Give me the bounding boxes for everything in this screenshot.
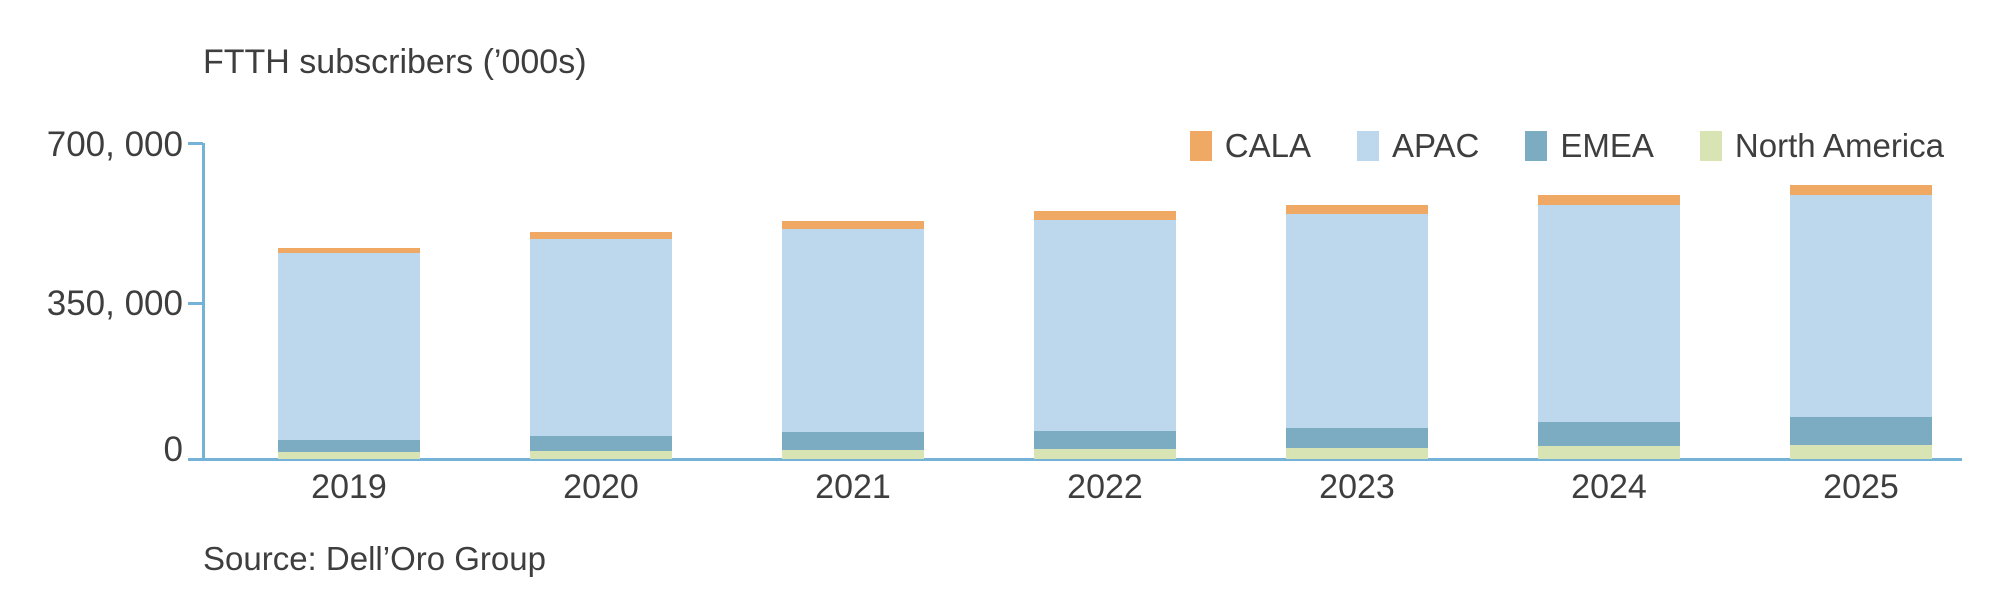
legend: CALA APAC EMEA North America <box>1189 127 1944 165</box>
bar-2021-segment-cala <box>782 220 924 229</box>
x-axis-label-2022: 2022 <box>1067 468 1143 506</box>
bar-2019-segment-north-america <box>278 452 420 459</box>
bar-2025 <box>1790 185 1932 459</box>
bar-2024-segment-north-america <box>1538 446 1680 459</box>
legend-swatch-north-america <box>1699 131 1722 161</box>
x-axis-label-2021: 2021 <box>815 468 891 506</box>
x-axis-label-2025: 2025 <box>1823 468 1899 506</box>
bar-2020-segment-apac <box>530 239 672 437</box>
legend-swatch-apac <box>1356 131 1379 161</box>
bar-2020-segment-cala <box>530 232 672 240</box>
bar-2021 <box>782 220 924 459</box>
bar-2022-segment-cala <box>1034 211 1176 221</box>
legend-swatch-emea <box>1525 131 1548 161</box>
legend-label: EMEA <box>1560 127 1654 164</box>
bar-2022 <box>1034 211 1176 459</box>
bar-2024-segment-cala <box>1538 195 1680 205</box>
legend-item-north-america: North America <box>1699 127 1944 165</box>
bar-2023-segment-cala <box>1286 204 1428 214</box>
y-tick-label-350000: 350, 000 <box>46 284 183 323</box>
bar-2025-segment-emea <box>1790 417 1932 446</box>
legend-item-emea: EMEA <box>1525 127 1654 165</box>
bar-2021-segment-north-america <box>782 449 924 459</box>
bar-2025-segment-cala <box>1790 185 1932 195</box>
bar-2024-segment-emea <box>1538 422 1680 447</box>
x-axis-label-2024: 2024 <box>1571 468 1647 506</box>
bar-2019 <box>278 248 420 459</box>
bar-2019-segment-cala <box>278 248 420 254</box>
y-tick-350000 <box>188 302 203 305</box>
bar-2019-segment-emea <box>278 440 420 453</box>
bar-2023-segment-emea <box>1286 427 1428 448</box>
source-note: Source: Dell’Oro Group <box>203 540 546 577</box>
bar-2022-segment-north-america <box>1034 448 1176 459</box>
x-axis-label-2019: 2019 <box>311 468 387 506</box>
bar-2021-segment-apac <box>782 228 924 433</box>
y-axis-line <box>202 143 205 460</box>
y-tick-label-0: 0 <box>163 430 183 469</box>
bar-2021-segment-emea <box>782 432 924 450</box>
legend-label: North America <box>1734 127 1944 164</box>
bar-2023-segment-north-america <box>1286 447 1428 459</box>
bar-2020-segment-emea <box>530 436 672 452</box>
x-axis-label-2023: 2023 <box>1319 468 1395 506</box>
legend-label: CALA <box>1224 127 1311 164</box>
x-axis-line <box>188 458 1962 461</box>
bar-2024 <box>1538 195 1680 459</box>
legend-swatch-cala <box>1189 131 1212 161</box>
bar-2025-segment-apac <box>1790 194 1932 418</box>
chart-title: FTTH subscribers (’000s) <box>203 43 587 81</box>
bar-2020 <box>530 232 672 459</box>
bar-2023-segment-apac <box>1286 213 1428 428</box>
y-tick-700000 <box>188 142 203 145</box>
y-tick-label-700000: 700, 000 <box>46 125 183 164</box>
bar-2022-segment-emea <box>1034 431 1176 449</box>
bar-2024-segment-apac <box>1538 204 1680 423</box>
bar-2022-segment-apac <box>1034 220 1176 432</box>
bar-2020-segment-north-america <box>530 451 672 459</box>
plot-area <box>203 143 1960 460</box>
bar-2025-segment-north-america <box>1790 445 1932 459</box>
legend-label: APAC <box>1391 127 1480 164</box>
bar-2019-segment-apac <box>278 253 420 440</box>
x-axis-label-2020: 2020 <box>563 468 639 506</box>
bar-2023 <box>1286 204 1428 459</box>
legend-item-cala: CALA <box>1189 127 1311 165</box>
legend-item-apac: APAC <box>1356 127 1480 165</box>
